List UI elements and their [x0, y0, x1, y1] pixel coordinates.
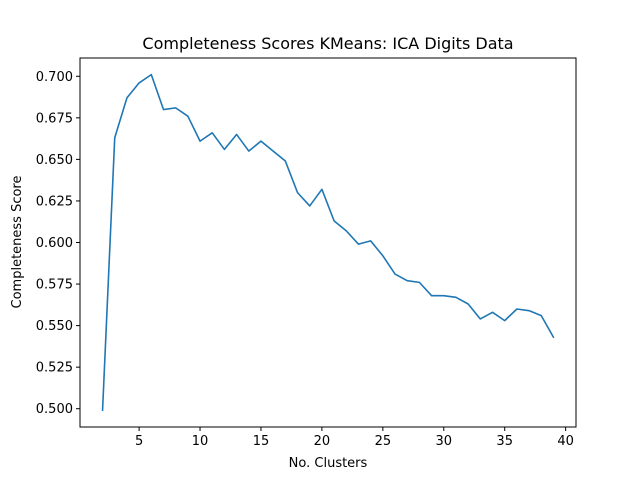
chart-title: Completeness Scores KMeans: ICA Digits D… [142, 34, 513, 53]
y-tick-label: 0.575 [36, 278, 73, 293]
y-tick-label: 0.675 [36, 111, 73, 126]
y-tick-label: 0.550 [36, 319, 73, 334]
y-axis-label: Completeness Score [10, 176, 25, 309]
x-tick-label: 40 [557, 434, 574, 449]
y-axis: 0.500 0.525 0.550 0.575 0.600 0.625 0.650 0.675… [36, 70, 80, 417]
y-tick-label: 0.650 [36, 153, 73, 168]
x-tick-label: 35 [496, 434, 513, 449]
x-tick-label: 20 [314, 434, 331, 449]
x-tick-label: 15 [253, 434, 270, 449]
x-axis: 5 10 15 20 25 30 35 40 [135, 427, 574, 449]
x-tick-label: 10 [192, 434, 209, 449]
y-tick-label: 0.600 [36, 236, 73, 251]
x-tick-label: 5 [135, 434, 143, 449]
y-tick-label: 0.525 [36, 361, 73, 376]
y-tick-label: 0.700 [36, 70, 73, 85]
x-tick-label: 25 [375, 434, 392, 449]
y-tick-label: 0.625 [36, 194, 73, 209]
series-line [101, 73, 555, 412]
x-axis-label: No. Clusters [289, 456, 368, 471]
x-tick-label: 30 [436, 434, 453, 449]
y-tick-label: 0.500 [36, 402, 73, 417]
